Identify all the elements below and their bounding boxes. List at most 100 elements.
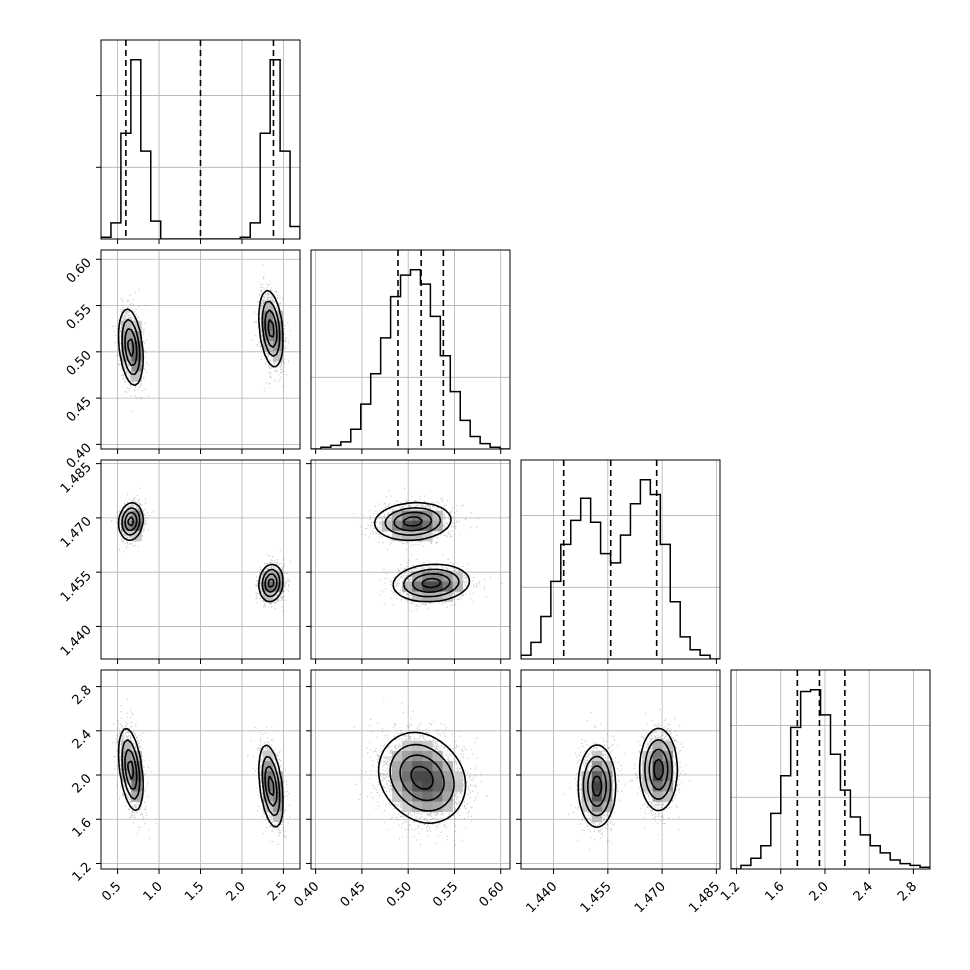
density-cell [642, 750, 653, 762]
density-cell [652, 761, 663, 772]
histogram-step-1 [311, 268, 510, 449]
ytick-label: 2.8 [70, 683, 95, 708]
density-cell [591, 781, 603, 792]
contour-level-2 [399, 754, 445, 802]
density-cell [662, 791, 674, 802]
density-cell [412, 571, 423, 582]
density-cell [262, 581, 274, 592]
xtick-label: 2.5 [265, 879, 290, 904]
density-cell [262, 341, 274, 352]
contour-level-3 [127, 318, 275, 357]
density-cell [402, 761, 413, 772]
contour-level-2 [393, 511, 451, 593]
histogram-step-0 [101, 58, 300, 239]
panel-frame [730, 669, 931, 870]
density-cell [432, 571, 443, 582]
density-cell [422, 771, 433, 782]
contour-level-2 [587, 748, 669, 807]
density-cell [121, 320, 132, 332]
panel-3-1: 0.40 0.45 0.50 0.55 0.60 [291, 669, 511, 910]
density-cell [402, 771, 413, 782]
density-cell [422, 791, 433, 802]
ytick-label: 0.55 [64, 302, 95, 333]
density-cell [131, 361, 142, 372]
density-cell [391, 781, 403, 792]
density-cell [131, 320, 142, 332]
density-cell [402, 781, 413, 792]
contour-level-0 [577, 727, 679, 828]
contour-level-2 [124, 511, 278, 593]
density-cell [422, 571, 433, 582]
scatter-points [353, 700, 488, 846]
density-cell [601, 791, 613, 802]
density-cell [662, 750, 674, 762]
ytick-label: 0.45 [64, 394, 95, 425]
density-cell [442, 771, 453, 782]
xtick-label: 1.2 [718, 879, 743, 904]
xtick-label: 2.0 [807, 879, 832, 904]
density-cell [442, 791, 453, 802]
density-cell [131, 781, 142, 792]
density-cell [402, 530, 413, 542]
ytick-label: 2.0 [70, 771, 95, 796]
panel-2-1 [306, 459, 511, 664]
density-cell [591, 791, 603, 802]
contour-level-1 [384, 507, 460, 598]
panel-frame [310, 249, 511, 450]
density-cell [432, 781, 443, 792]
density-cell [432, 801, 443, 812]
contour-level-0 [373, 501, 471, 603]
density-cell [422, 530, 433, 542]
density-cell [391, 771, 403, 782]
density-cell [391, 791, 403, 802]
density-cell [273, 351, 284, 362]
xtick-label: 0.5 [99, 879, 124, 904]
density-cell [412, 581, 423, 592]
density-cell [662, 781, 674, 792]
density-cell [273, 320, 284, 332]
panel-frame [520, 459, 721, 660]
panel-0-0 [96, 39, 301, 244]
contour-level-3 [410, 765, 434, 790]
ytick-label: 0.50 [64, 348, 95, 379]
contour-level-1 [389, 743, 455, 812]
density-cell [412, 801, 423, 812]
density-cell [422, 761, 433, 772]
panel-frame [310, 669, 511, 870]
histogram-step-2 [521, 478, 720, 659]
panel-1-1 [310, 249, 511, 454]
xtick-label: 1.0 [141, 879, 166, 904]
panel-3-2: 1.440 1.455 1.470 1.485 [516, 669, 723, 916]
density-cell [442, 591, 453, 602]
density-cell [581, 781, 593, 792]
xtick-label: 0.60 [476, 879, 507, 910]
xtick-label: 1.455 [578, 879, 615, 916]
contour-level-1 [582, 739, 673, 817]
contour-level-2 [124, 748, 278, 807]
density-cell [412, 771, 423, 782]
density-cell [131, 330, 142, 342]
panel-3-0: 0.5 1.0 1.5 2.0 2.5 1.2 1.6 2.0 2.4 2.8 [70, 669, 301, 904]
density-cell [581, 791, 593, 802]
density-cell [121, 341, 132, 352]
density-cell [273, 781, 284, 792]
density-cell [273, 791, 284, 802]
density-cell [273, 330, 284, 342]
density-cell [442, 781, 453, 792]
xtick-label: 2.0 [224, 879, 249, 904]
density-cell [601, 771, 613, 782]
panel-1-0: 0.400.450.500.550.60 [64, 249, 301, 472]
density-cell [432, 510, 443, 522]
contour-level-1 [121, 507, 281, 598]
density-cell [391, 530, 403, 542]
density-cell [652, 791, 663, 802]
contour-level-0 [117, 501, 284, 603]
contour-level-3 [127, 516, 275, 588]
density-cell [652, 771, 663, 782]
contour-level-0 [117, 728, 284, 828]
density-cell [432, 591, 443, 602]
density-cell [452, 581, 464, 592]
ytick-label: 2.4 [70, 727, 95, 752]
density-cell [432, 771, 443, 782]
density-cell [273, 811, 284, 823]
